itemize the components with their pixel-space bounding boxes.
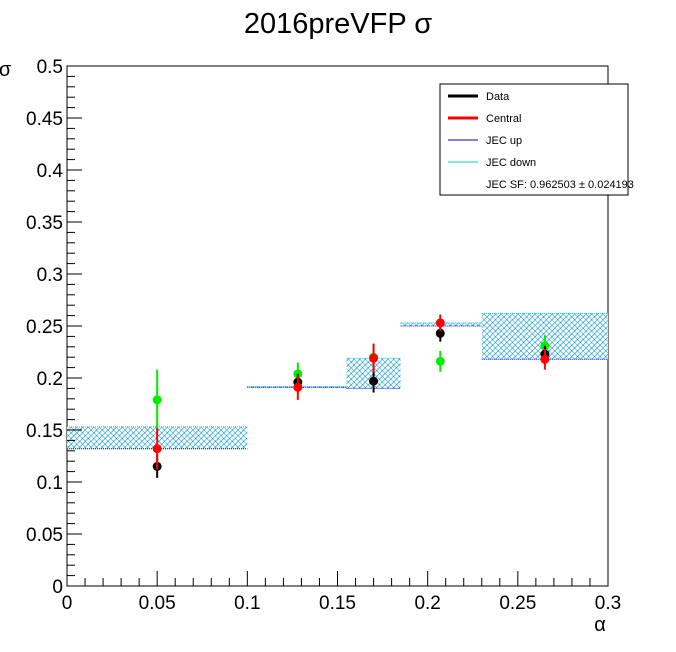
y-tick-label: 0.5: [37, 57, 63, 78]
data-points: [152, 314, 550, 478]
jec-bands: [67, 313, 608, 450]
y-axis-title: σ: [0, 59, 12, 81]
legend-label: Data: [486, 91, 510, 103]
legend: Data Central JEC up JEC down JEC SF: 0.96250…: [439, 83, 634, 196]
x-tick-label: 0.25: [499, 593, 536, 614]
data-marker: [435, 356, 445, 366]
legend-label: JEC SF: 0.962503 ± 0.024193: [486, 179, 634, 191]
x-tick-label: 0.2: [414, 593, 440, 614]
x-tick-label: 0: [62, 593, 73, 614]
y-tick-label: 0.35: [26, 213, 63, 234]
data-marker: [435, 328, 445, 338]
y-tick-label: 0: [52, 577, 63, 598]
legend-label: Central: [486, 113, 521, 125]
x-tick-label: 0.05: [139, 593, 176, 614]
y-tick-label: 0.45: [26, 109, 63, 130]
x-axis-title: α: [594, 614, 606, 636]
x-tick-label: 0.3: [595, 593, 621, 614]
legend-label: JEC up: [486, 135, 522, 147]
axes: 0 0.05 0.1 0.15 0.2 0.25 0.3 0.35 0.4 0.45 0.5 0 0.0…: [26, 57, 621, 614]
data-marker: [369, 376, 379, 386]
legend-label: JEC down: [486, 157, 536, 169]
y-tick-label: 0.15: [26, 421, 63, 442]
y-tick-label: 0.2: [37, 369, 63, 390]
y-tick-label: 0.25: [26, 317, 63, 338]
y-tick-label: 0.3: [37, 265, 63, 286]
x-tick-label: 0.1: [234, 593, 260, 614]
data-marker: [369, 353, 379, 363]
data-marker: [435, 318, 445, 328]
data-marker: [152, 395, 162, 405]
x-tick-label: 0.15: [319, 593, 356, 614]
data-marker: [152, 444, 162, 454]
data-marker: [293, 382, 303, 392]
data-marker: [540, 354, 550, 364]
chart-title: 2016preVFP σ: [244, 8, 432, 40]
y-tick-label: 0.05: [26, 525, 63, 546]
legend-box: [439, 83, 629, 196]
y-tick-label: 0.1: [37, 473, 63, 494]
y-tick-label: 0.4: [37, 161, 64, 182]
